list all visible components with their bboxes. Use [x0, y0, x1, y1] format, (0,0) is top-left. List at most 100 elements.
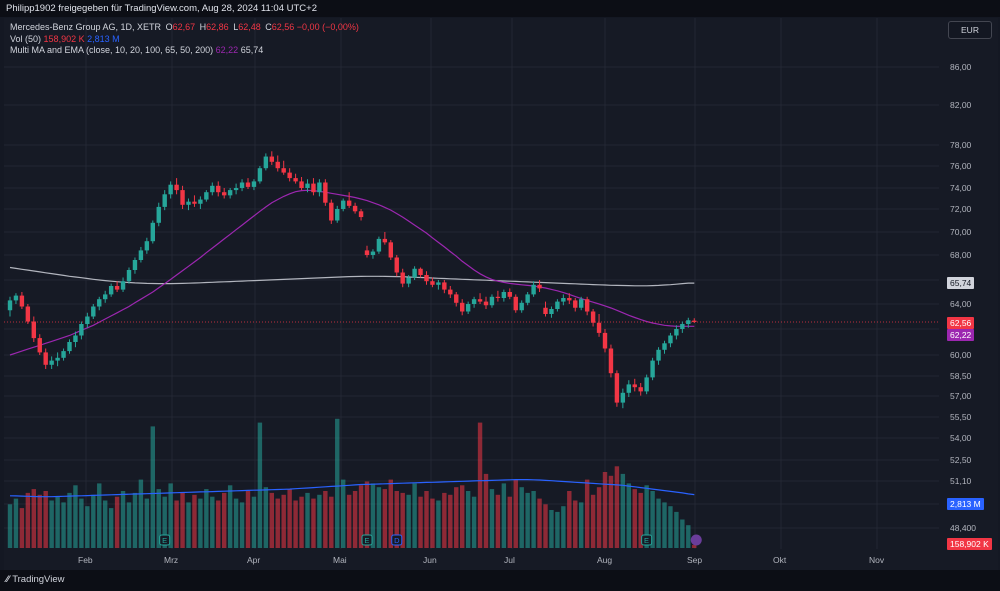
- volume-bar: [632, 489, 637, 548]
- flash-icon: [690, 534, 702, 546]
- event-marker-label: E: [644, 536, 649, 545]
- candle-body: [507, 292, 512, 297]
- event-marker-label: E: [364, 536, 369, 545]
- candle-body: [204, 192, 209, 200]
- candle-body: [126, 270, 132, 282]
- candle-body: [233, 188, 239, 191]
- volume-bar: [460, 485, 465, 548]
- volume-bar: [103, 500, 108, 548]
- volume-bar: [412, 483, 417, 548]
- time-tick-label: Sep: [687, 555, 702, 565]
- candle-body: [543, 307, 548, 314]
- price-tick-label: 72,00: [950, 204, 972, 214]
- candle-body: [49, 360, 54, 365]
- event-marker: [159, 534, 171, 546]
- volume-bar: [573, 500, 578, 548]
- time-tick-label: Mrz: [164, 555, 178, 565]
- candle-body: [537, 284, 542, 289]
- volume-ma-label: 2,813 M: [947, 498, 984, 510]
- tradingview-logo[interactable]: ⁄⁄ TradingView: [6, 574, 64, 585]
- candle-body: [216, 185, 221, 193]
- candle-body: [525, 294, 530, 303]
- candle-body: [287, 172, 292, 179]
- candle-body: [471, 299, 477, 304]
- volume-bar: [25, 492, 31, 548]
- candle-body: [269, 156, 274, 162]
- volume-bar: [43, 491, 48, 548]
- candle-body: [150, 222, 155, 242]
- volume-bar: [293, 500, 298, 548]
- volume-bar: [424, 491, 429, 548]
- chart-panel[interactable]: 86,00 82,00 78,00 76,00 74,00 72,00 70,00 68,00…: [4, 18, 998, 570]
- candle-body: [13, 295, 19, 301]
- volume-bar: [132, 492, 138, 548]
- volume-bars: [7, 418, 697, 548]
- candle-body: [686, 320, 691, 324]
- candles: [7, 151, 697, 409]
- price-tick-label: 48,400: [950, 523, 976, 533]
- volume-bar: [525, 492, 530, 548]
- tradingview-brand: TradingView: [12, 574, 65, 585]
- shared-by-text: Philipp1902 freigegeben für TradingView.…: [6, 3, 317, 14]
- candle-body: [495, 296, 501, 298]
- price-tick-label: 52,50: [950, 455, 972, 465]
- volume-bar: [311, 498, 316, 548]
- volume-bar: [567, 491, 572, 548]
- legend-symbol: Mercedes-Benz Group AG, 1D, XETR: [10, 22, 162, 32]
- candle-body: [483, 301, 489, 306]
- price-tick-label: 74,00: [950, 183, 972, 193]
- candle-body: [596, 322, 602, 333]
- candle-body: [120, 281, 126, 290]
- candle-body: [662, 343, 667, 350]
- volume-bar: [465, 491, 471, 548]
- volume-bar: [7, 504, 13, 548]
- volume-bar: [341, 479, 346, 548]
- candle-body: [430, 281, 435, 285]
- volume-bar: [180, 492, 185, 548]
- candle-body: [138, 250, 144, 260]
- volume-bar: [430, 498, 435, 548]
- candle-body: [55, 357, 60, 361]
- currency-button[interactable]: EUR: [948, 21, 992, 39]
- candle-body: [489, 296, 495, 306]
- volume-bar: [501, 483, 507, 548]
- candle-body: [91, 306, 96, 317]
- volume-bar: [79, 498, 84, 548]
- candle-body: [257, 168, 263, 182]
- volume-bar: [210, 496, 215, 548]
- volume-bar: [602, 472, 608, 548]
- candle-body: [317, 182, 322, 193]
- candle-body: [406, 277, 411, 284]
- volume-bar: [638, 492, 643, 548]
- volume-bar: [382, 489, 388, 548]
- candle-body: [608, 348, 614, 374]
- volume-bar: [495, 494, 501, 548]
- candle-body: [370, 251, 376, 255]
- candle-body: [424, 275, 429, 282]
- legend-volume-row: Vol (50) 158,902 K 2,813 M: [10, 34, 359, 46]
- volume-bar: [608, 475, 614, 548]
- candlestick-chart[interactable]: 86,00 82,00 78,00 76,00 74,00 72,00 70,00 68,00…: [4, 18, 998, 570]
- volume-bar: [680, 519, 685, 548]
- volume-bar: [561, 506, 566, 548]
- candle-body: [37, 338, 42, 353]
- price-tick-label: 58,50: [950, 371, 972, 381]
- volume-bar: [620, 473, 626, 548]
- volume-bar: [275, 498, 280, 548]
- legend-symbol-row: Mercedes-Benz Group AG, 1D, XETR O62,67 …: [10, 22, 359, 34]
- candle-body: [579, 299, 584, 308]
- legend-high: 62,86: [206, 22, 229, 32]
- volume-bar: [555, 511, 560, 548]
- volume-bar: [144, 498, 150, 548]
- volume-bar: [239, 502, 245, 548]
- event-marker-label: D: [394, 536, 400, 545]
- candle-body: [680, 324, 685, 329]
- candle-body: [632, 384, 637, 388]
- candle-body: [418, 268, 423, 275]
- candle-body: [275, 161, 280, 169]
- legend-open-label: O: [165, 22, 173, 32]
- volume-bar: [323, 491, 328, 548]
- candle-body: [293, 178, 298, 182]
- footer: [0, 570, 1000, 591]
- event-markers: EEDEE: [159, 534, 702, 546]
